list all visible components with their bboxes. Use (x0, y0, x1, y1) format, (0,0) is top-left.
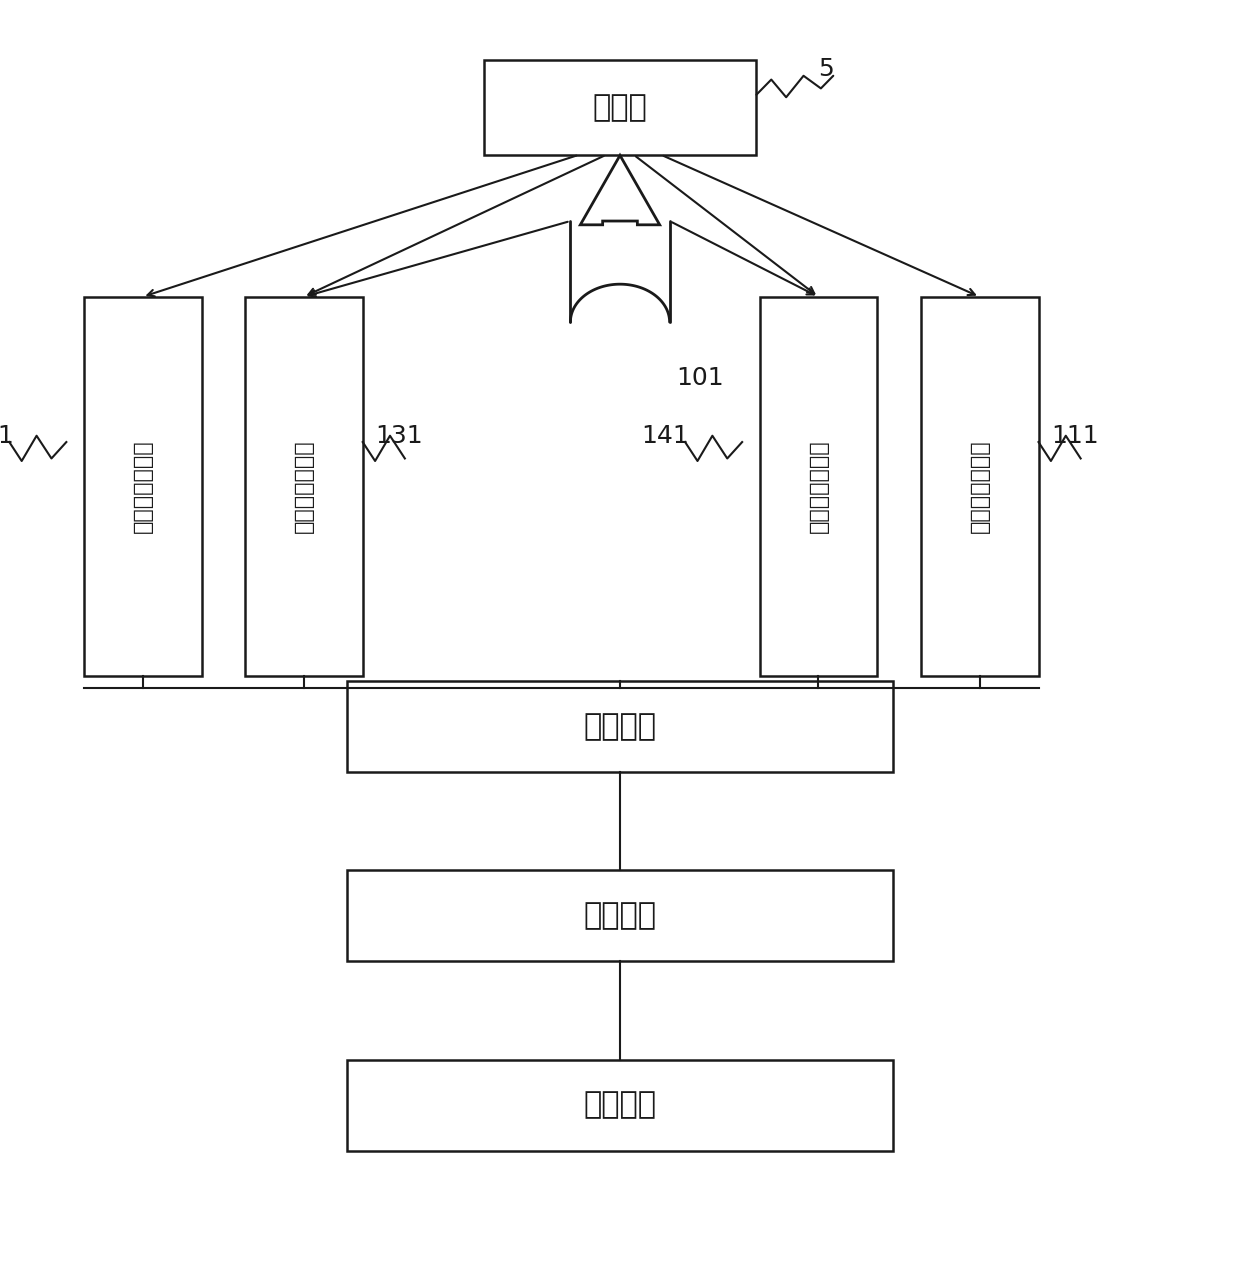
Bar (347, 681, 893, 772)
Bar (84, 297, 201, 676)
Text: 数据处理: 数据处理 (584, 902, 656, 930)
Text: 5: 5 (818, 57, 835, 82)
Text: 第一光电探测器: 第一光电探测器 (970, 440, 990, 533)
Text: 141: 141 (642, 423, 689, 448)
Bar (920, 297, 1039, 676)
Text: 试剑片: 试剑片 (593, 93, 647, 121)
Bar (484, 61, 756, 155)
Polygon shape (580, 155, 660, 225)
Bar (347, 870, 893, 961)
Bar (246, 297, 362, 676)
Bar (759, 297, 878, 676)
Text: 121: 121 (0, 423, 14, 448)
Text: 131: 131 (374, 423, 423, 448)
Text: 数据显示: 数据显示 (584, 1091, 656, 1119)
Text: 第二光电探测器: 第二光电探测器 (133, 440, 153, 533)
Text: 数据采集: 数据采集 (584, 712, 656, 740)
Text: 第三光电探测器: 第三光电探测器 (808, 440, 828, 533)
Text: 111: 111 (1052, 423, 1099, 448)
Text: 101: 101 (676, 366, 723, 390)
Text: 第四光电探测器: 第四光电探测器 (294, 440, 314, 533)
Bar (347, 1060, 893, 1151)
